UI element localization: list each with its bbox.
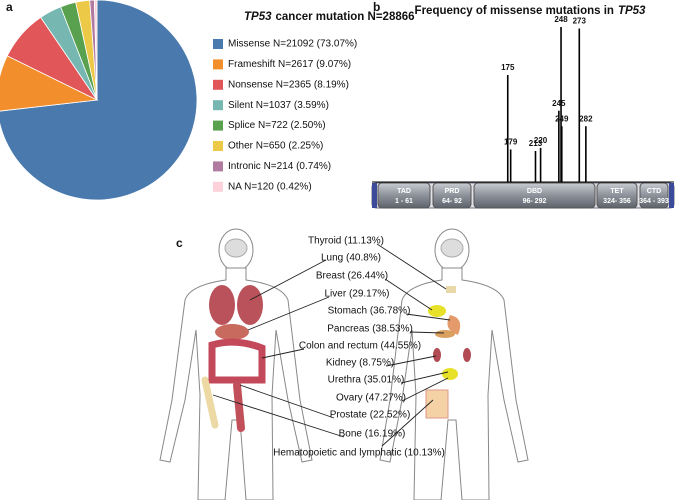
peak-label: 175: [501, 63, 515, 72]
leader-line: [385, 355, 437, 367]
panel-label: a: [6, 0, 13, 14]
organ-label: Hematopoietic and lymphatic (10.13%): [273, 448, 445, 459]
legend-swatch: [213, 100, 223, 111]
peak-label: 245: [552, 99, 566, 108]
leader-line: [212, 394, 345, 438]
title-rest: Frequency of missense mutations in: [415, 5, 614, 17]
legend-swatch: [213, 161, 223, 172]
domain-range: 96- 292: [523, 198, 547, 205]
chart-title: TP53 cancer mutation N=28866: [244, 11, 415, 23]
legend: Missense N=21092 (73.07%) Frameshift N=26…: [213, 39, 357, 192]
peak-label: 248: [554, 15, 568, 24]
organ-label: Colon and rectum (44.55%): [299, 341, 421, 352]
legend-label: Missense N=21092 (73.07%): [228, 39, 357, 50]
right-body: [379, 228, 529, 500]
title-rest: cancer mutation N=28866: [276, 11, 415, 23]
legend-swatch: [213, 59, 223, 70]
organ-label: Lung (40.8%): [321, 253, 381, 264]
domain-name: PRD: [445, 188, 460, 195]
domain-name: TET: [610, 188, 624, 195]
peak-label: 179: [504, 138, 518, 147]
pie: [0, 0, 198, 201]
legend-label: Frameshift N=2617 (9.07%): [228, 59, 351, 70]
peak-label: 249: [555, 114, 569, 123]
legend-label: NA N=120 (0.42%): [228, 181, 312, 192]
legend-swatch: [213, 181, 223, 192]
panel-label: b: [373, 0, 380, 14]
domain-range: 364 - 393: [639, 198, 669, 205]
domain-range: 1 - 61: [395, 198, 413, 205]
cap: [669, 183, 674, 208]
domain-box: [432, 182, 472, 209]
domain-name: TAD: [397, 188, 411, 195]
leader-line: [239, 384, 335, 419]
legend-label: Intronic N=214 (0.74%): [228, 161, 331, 172]
chart-title: Frequency of missense mutations in TP53: [415, 5, 646, 17]
peak-label: 220: [534, 136, 548, 145]
panel-label: c: [176, 236, 183, 250]
domain-box: [377, 182, 431, 209]
organ-label: Bone (16.19%): [339, 429, 406, 440]
organ-label: Ovary (47.27%): [336, 393, 406, 404]
left-body: [159, 228, 313, 500]
leader-line: [405, 313, 451, 321]
domain-box: [596, 182, 638, 209]
legend-label: Splice N=722 (2.50%): [228, 120, 326, 131]
organ-label: Breast (26.44%): [316, 271, 388, 282]
domain-name: CTD: [647, 188, 661, 195]
organ-label: Stomach (36.78%): [328, 306, 411, 317]
domain-range: 324- 356: [603, 198, 631, 205]
domain-name: DBD: [527, 188, 542, 195]
organ-label: Pancreas (38.53%): [327, 324, 413, 335]
domain-range: 64- 92: [442, 198, 462, 205]
legend-swatch: [213, 141, 223, 151]
pie-slice: [93, 0, 98, 101]
legend-swatch: [213, 79, 223, 90]
peak-label: 282: [579, 114, 593, 123]
leader-line: [409, 331, 445, 334]
title-italic: TP53: [244, 11, 272, 23]
leader-line: [401, 377, 449, 402]
legend-label: Silent N=1037 (3.59%): [228, 100, 329, 111]
leader-line: [249, 259, 327, 301]
organ-labels: Thyroid (11.13%) Lung (40.8%) Breast (26.4…: [212, 236, 451, 459]
organ-label: Prostate (22.52%): [330, 410, 411, 421]
organ-label: Liver (29.17%): [324, 289, 389, 300]
leader-line: [384, 278, 433, 311]
legend-label: Nonsense N=2365 (8.19%): [228, 79, 349, 90]
domain-box: [473, 182, 596, 209]
domains: TAD 1 - 61 PRD 64- 92 DBD 96- 292 TET 324- 356 C…: [377, 182, 669, 209]
leader-line: [247, 296, 330, 331]
leader-line: [376, 243, 447, 290]
peak-label: 273: [573, 17, 587, 26]
domain-box: [639, 182, 669, 209]
organ-label: Urethra (35.01%): [328, 375, 405, 386]
legend-label: Other N=650 (2.25%): [228, 141, 323, 152]
leader-line: [261, 348, 305, 359]
title-italic: TP53: [618, 5, 646, 17]
organ-label: Thyroid (11.13%): [308, 236, 384, 247]
leader-line: [400, 371, 449, 384]
cap: [372, 183, 377, 208]
legend-swatch: [213, 120, 223, 131]
leader-line: [381, 399, 434, 447]
pie-slice: [0, 0, 198, 201]
organ-label: Kidney (8.75%): [326, 358, 394, 369]
peak-label: 213: [529, 139, 543, 148]
legend-swatch: [213, 39, 223, 49]
